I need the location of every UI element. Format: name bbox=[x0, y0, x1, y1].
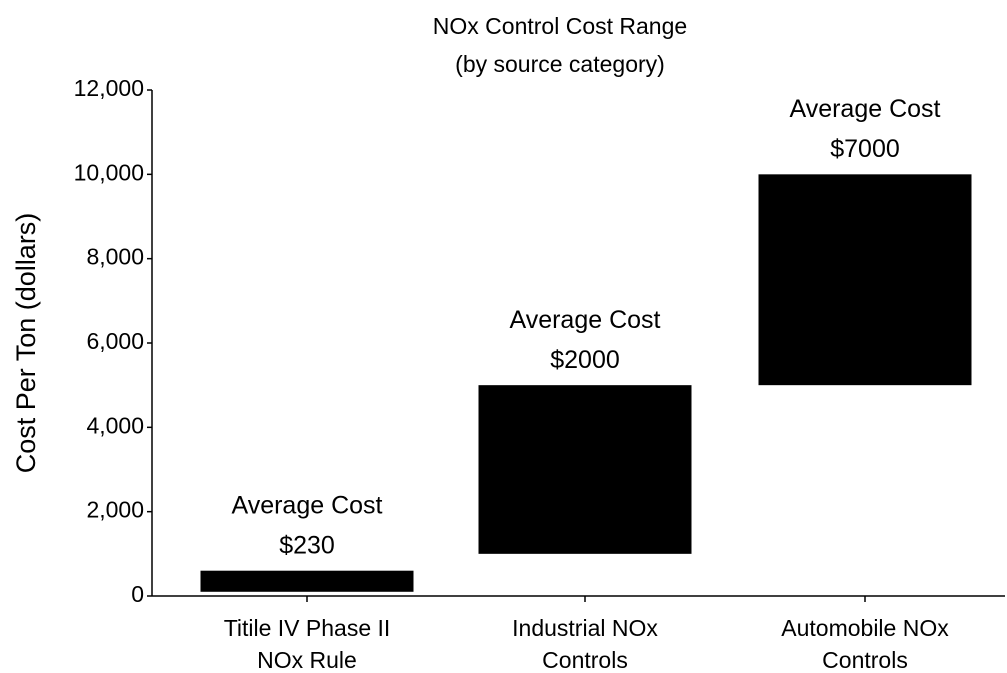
y-tick-label: 6,000 bbox=[86, 328, 144, 354]
y-tick-label: 0 bbox=[131, 581, 144, 607]
y-axis-label: Cost Per Ton (dollars) bbox=[11, 213, 41, 474]
bar bbox=[478, 385, 692, 554]
y-tick-label: 8,000 bbox=[86, 244, 144, 270]
annotation: $2000 bbox=[550, 346, 620, 374]
annotation: Average Cost bbox=[231, 491, 382, 519]
y-tick-label: 4,000 bbox=[86, 412, 144, 438]
annotation: Average Cost bbox=[509, 306, 660, 334]
x-tick-label: NOx Rule bbox=[257, 647, 357, 673]
annotation: $230 bbox=[279, 531, 335, 559]
y-tick-label: 2,000 bbox=[86, 497, 144, 523]
x-tick-label: Controls bbox=[542, 647, 628, 673]
y-tick-label: 10,000 bbox=[74, 159, 144, 185]
chart-subtitle: (by source category) bbox=[455, 51, 665, 77]
x-tick-label: Automobile NOx bbox=[781, 615, 949, 641]
y-tick-label: 12,000 bbox=[74, 75, 144, 101]
x-tick-label: Controls bbox=[822, 647, 908, 673]
annotation: Average Cost bbox=[789, 95, 940, 123]
bar bbox=[200, 570, 414, 592]
x-tick-label: Industrial NOx bbox=[512, 615, 658, 641]
annotation: $7000 bbox=[830, 135, 900, 163]
bar bbox=[758, 174, 972, 386]
chart-title: NOx Control Cost Range bbox=[433, 13, 687, 39]
x-tick-label: Titile IV Phase II bbox=[224, 615, 391, 641]
